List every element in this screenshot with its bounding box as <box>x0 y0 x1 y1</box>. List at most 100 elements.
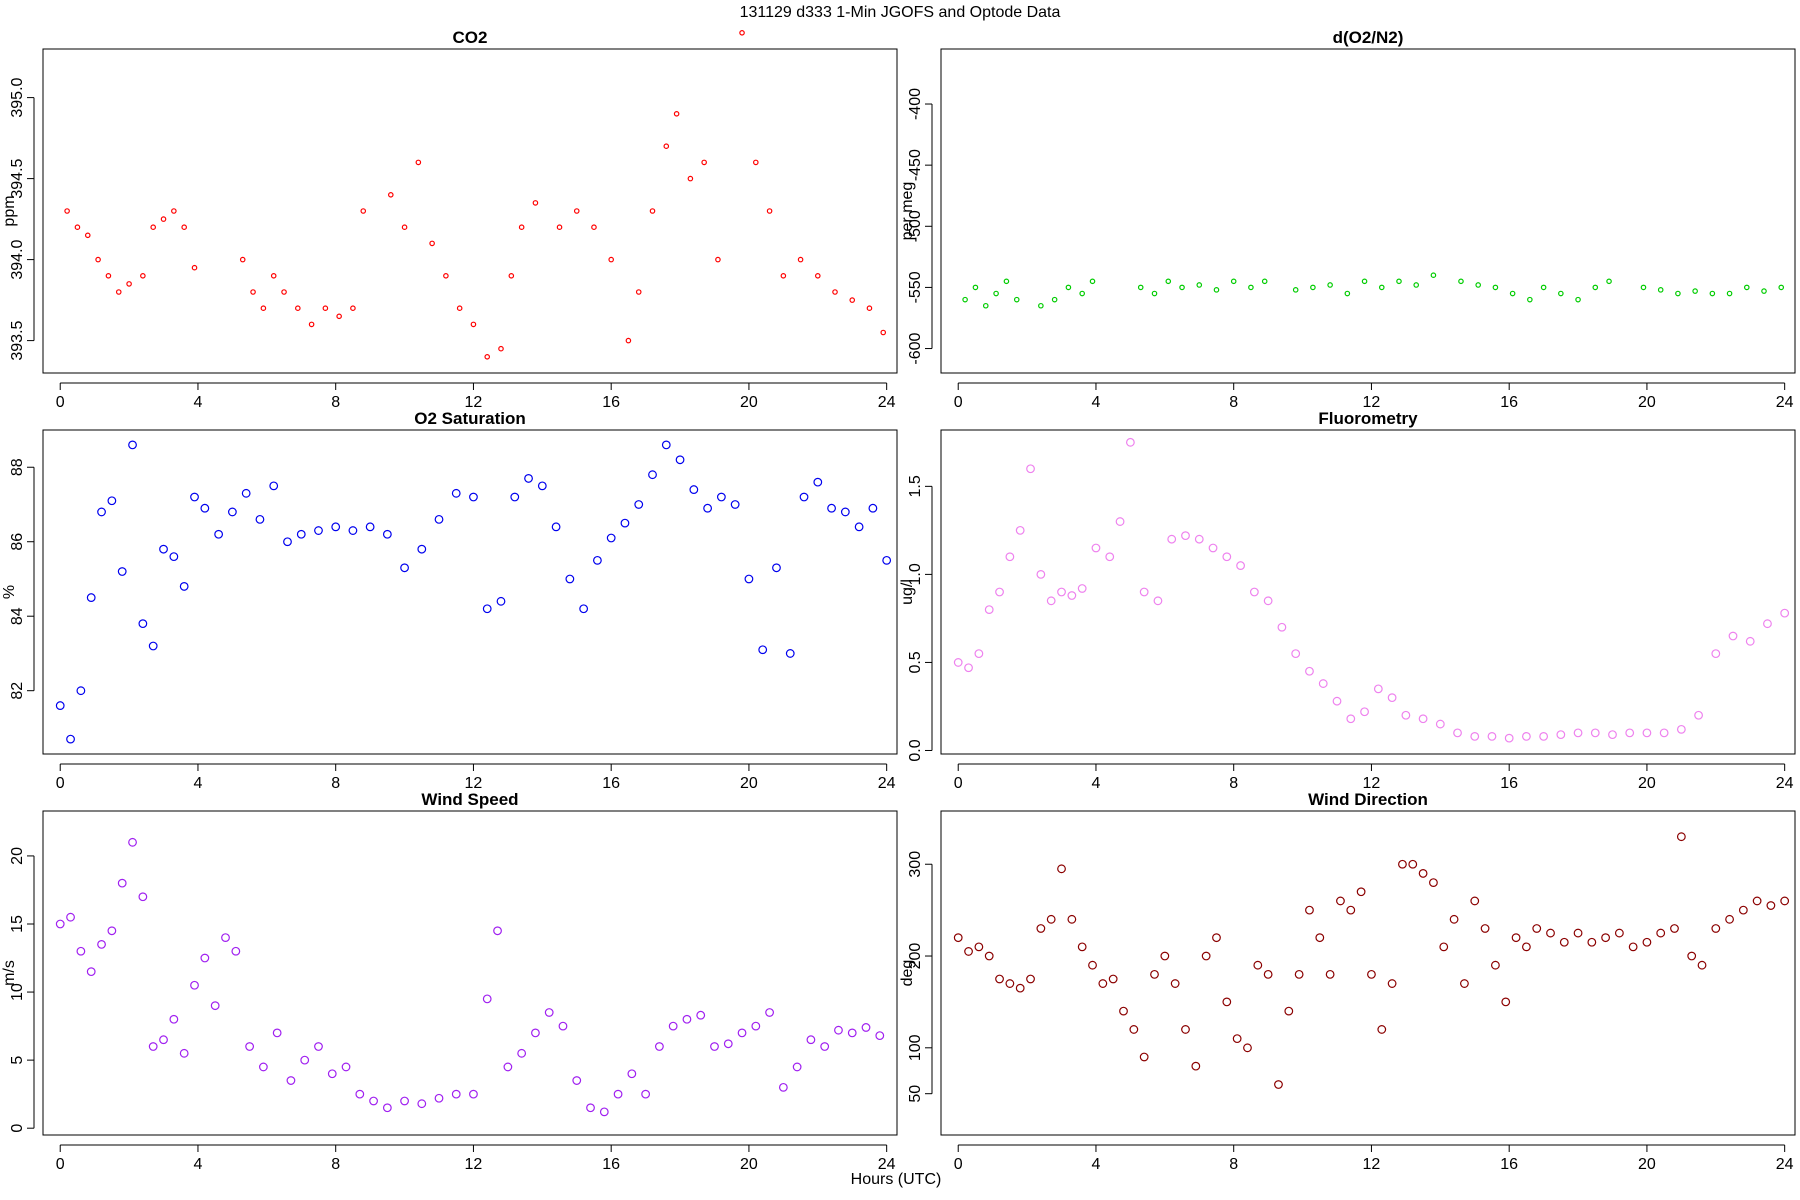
wind-speed-x-tick-label: 20 <box>740 1156 758 1173</box>
o2-saturation-x-tick-label: 24 <box>878 775 896 792</box>
o2-saturation-data-point <box>689 485 699 494</box>
o2-saturation-data-point <box>730 500 740 509</box>
wind-speed-data-point <box>696 1010 706 1020</box>
o2-saturation-data-point <box>283 537 292 547</box>
wind-direction-data-point <box>1766 901 1776 910</box>
d-o2-n2-data-point <box>962 296 968 303</box>
d-o2-n2-data-point <box>1475 282 1481 288</box>
co2-x-tick-label: 20 <box>740 394 758 411</box>
fluorometry-y-axis-label: ug/l <box>899 579 916 605</box>
d-o2-n2-x-tick-label: 8 <box>1229 394 1238 411</box>
wind-direction-data-point <box>1274 1080 1283 1089</box>
co2-data-point <box>687 175 694 182</box>
co2-data-point <box>443 272 449 279</box>
d-o2-n2-data-point <box>1509 290 1516 297</box>
wind-direction-data-point <box>1687 951 1697 961</box>
d-o2-n2-series <box>962 272 1785 309</box>
wind-direction-data-point <box>1212 933 1221 943</box>
wind-direction-data-point <box>1676 832 1686 842</box>
wind-direction-x-tick-label: 20 <box>1638 1156 1656 1173</box>
d-o2-n2-data-point <box>1327 282 1333 288</box>
o2-saturation-data-point <box>744 574 754 584</box>
wind-speed-x-tick-label: 12 <box>465 1156 483 1173</box>
co2-data-point <box>673 111 680 117</box>
wind-direction-data-point <box>1088 960 1097 970</box>
wind-direction-data-point <box>995 974 1004 984</box>
wind-speed-data-point <box>107 926 117 936</box>
fluorometry-data-point <box>1115 517 1125 526</box>
wind-speed-y-tick-label: 20 <box>9 847 26 865</box>
d-o2-n2-y-tick-label: -600 <box>907 332 924 364</box>
d-o2-n2-data-point <box>1778 284 1785 291</box>
wind-speed-data-point <box>586 1103 595 1113</box>
co2-x-tick-label: 4 <box>194 394 203 411</box>
o2-saturation-data-point <box>400 563 409 573</box>
wind-speed-data-point <box>272 1028 282 1038</box>
wind-speed-data-point <box>138 892 148 902</box>
o2-saturation-data-point <box>703 503 713 513</box>
fluorometry-data-point <box>1291 649 1301 659</box>
fluorometry-data-point <box>1642 728 1652 738</box>
x-axis-title: Hours (UTC) <box>851 1171 942 1188</box>
wind-direction-data-point <box>1263 969 1273 979</box>
fluorometry-data-point <box>1418 714 1428 724</box>
co2-data-point <box>295 305 301 312</box>
o2-saturation-data-point <box>434 514 444 524</box>
co2-data-point <box>126 281 132 287</box>
fluorometry-data-point <box>1208 543 1218 553</box>
fluorometry-y-tick-label: 1.0 <box>907 563 924 585</box>
wind-speed-data-point <box>599 1107 609 1117</box>
wind-direction-data-point <box>1573 928 1583 938</box>
o2-saturation-data-point <box>55 701 65 710</box>
fluorometry-data-point <box>953 658 963 667</box>
fluorometry-data-point <box>1401 710 1411 720</box>
co2-data-point <box>140 272 146 279</box>
wind-direction-data-point <box>1243 1043 1252 1053</box>
o2-saturation-data-point <box>255 514 265 524</box>
fluorometry-data-point <box>1556 730 1566 740</box>
fluorometry-data-point <box>1091 543 1101 553</box>
wind-speed-data-point <box>834 1025 843 1035</box>
wind-direction-data-point <box>1046 914 1056 924</box>
d-o2-n2-data-point <box>1003 278 1010 285</box>
wind-speed-data-point <box>117 878 127 888</box>
co2-data-point <box>766 208 773 214</box>
o2-saturation-x-tick-label: 16 <box>602 775 620 792</box>
wind-direction-y-tick-label: 200 <box>907 943 924 970</box>
fluorometry-x-tick-label: 24 <box>1776 775 1794 792</box>
co2-data-point <box>532 200 539 206</box>
d-o2-n2-data-point <box>1458 278 1464 285</box>
d-o2-n2-data-point <box>1378 284 1385 291</box>
fluorometry-data-point <box>1167 534 1177 544</box>
o2-saturation-data-point <box>579 604 589 614</box>
wind-speed-y-tick-label: 15 <box>9 915 26 933</box>
o2-saturation-data-point <box>882 555 892 565</box>
wind-speed-data-point <box>668 1021 678 1031</box>
wind-direction-data-point <box>1346 905 1356 915</box>
wind-speed-y-tick-label: 0 <box>9 1124 26 1133</box>
d-o2-n2-data-point <box>1640 284 1647 291</box>
wind-speed-data-point <box>861 1023 871 1032</box>
wind-direction-x-tick-label: 24 <box>1776 1156 1794 1173</box>
co2-data-point <box>591 224 597 231</box>
fluorometry-data-point <box>1453 728 1462 738</box>
d-o2-n2-plot-frame <box>940 48 1796 374</box>
wind-direction-x-tick-label: 12 <box>1363 1156 1381 1173</box>
co2-data-point <box>115 289 122 295</box>
wind-direction-data-point <box>1015 983 1025 993</box>
d-o2-n2-data-point <box>1726 290 1733 297</box>
o2-saturation-data-point <box>169 552 179 562</box>
o2-saturation-y-tick-label: 84 <box>9 607 26 625</box>
co2-data-point <box>715 256 721 263</box>
o2-saturation-plot-frame <box>42 429 898 755</box>
fluorometry-data-point <box>1318 679 1328 688</box>
fluorometry-x-tick-label: 0 <box>954 775 963 792</box>
o2-saturation-data-point <box>148 641 158 651</box>
wind-direction-data-point <box>1738 905 1748 915</box>
o2-saturation-data-point <box>854 522 864 532</box>
co2-data-point <box>649 208 656 214</box>
co2-data-point <box>281 289 287 295</box>
co2-panel: CO2 ppm 0 4 8 12 16 20 24 393.5 394.0 394.5 395.0 <box>1 28 898 411</box>
o2-saturation-data-point <box>269 481 279 491</box>
wind-speed-data-point <box>76 946 86 956</box>
